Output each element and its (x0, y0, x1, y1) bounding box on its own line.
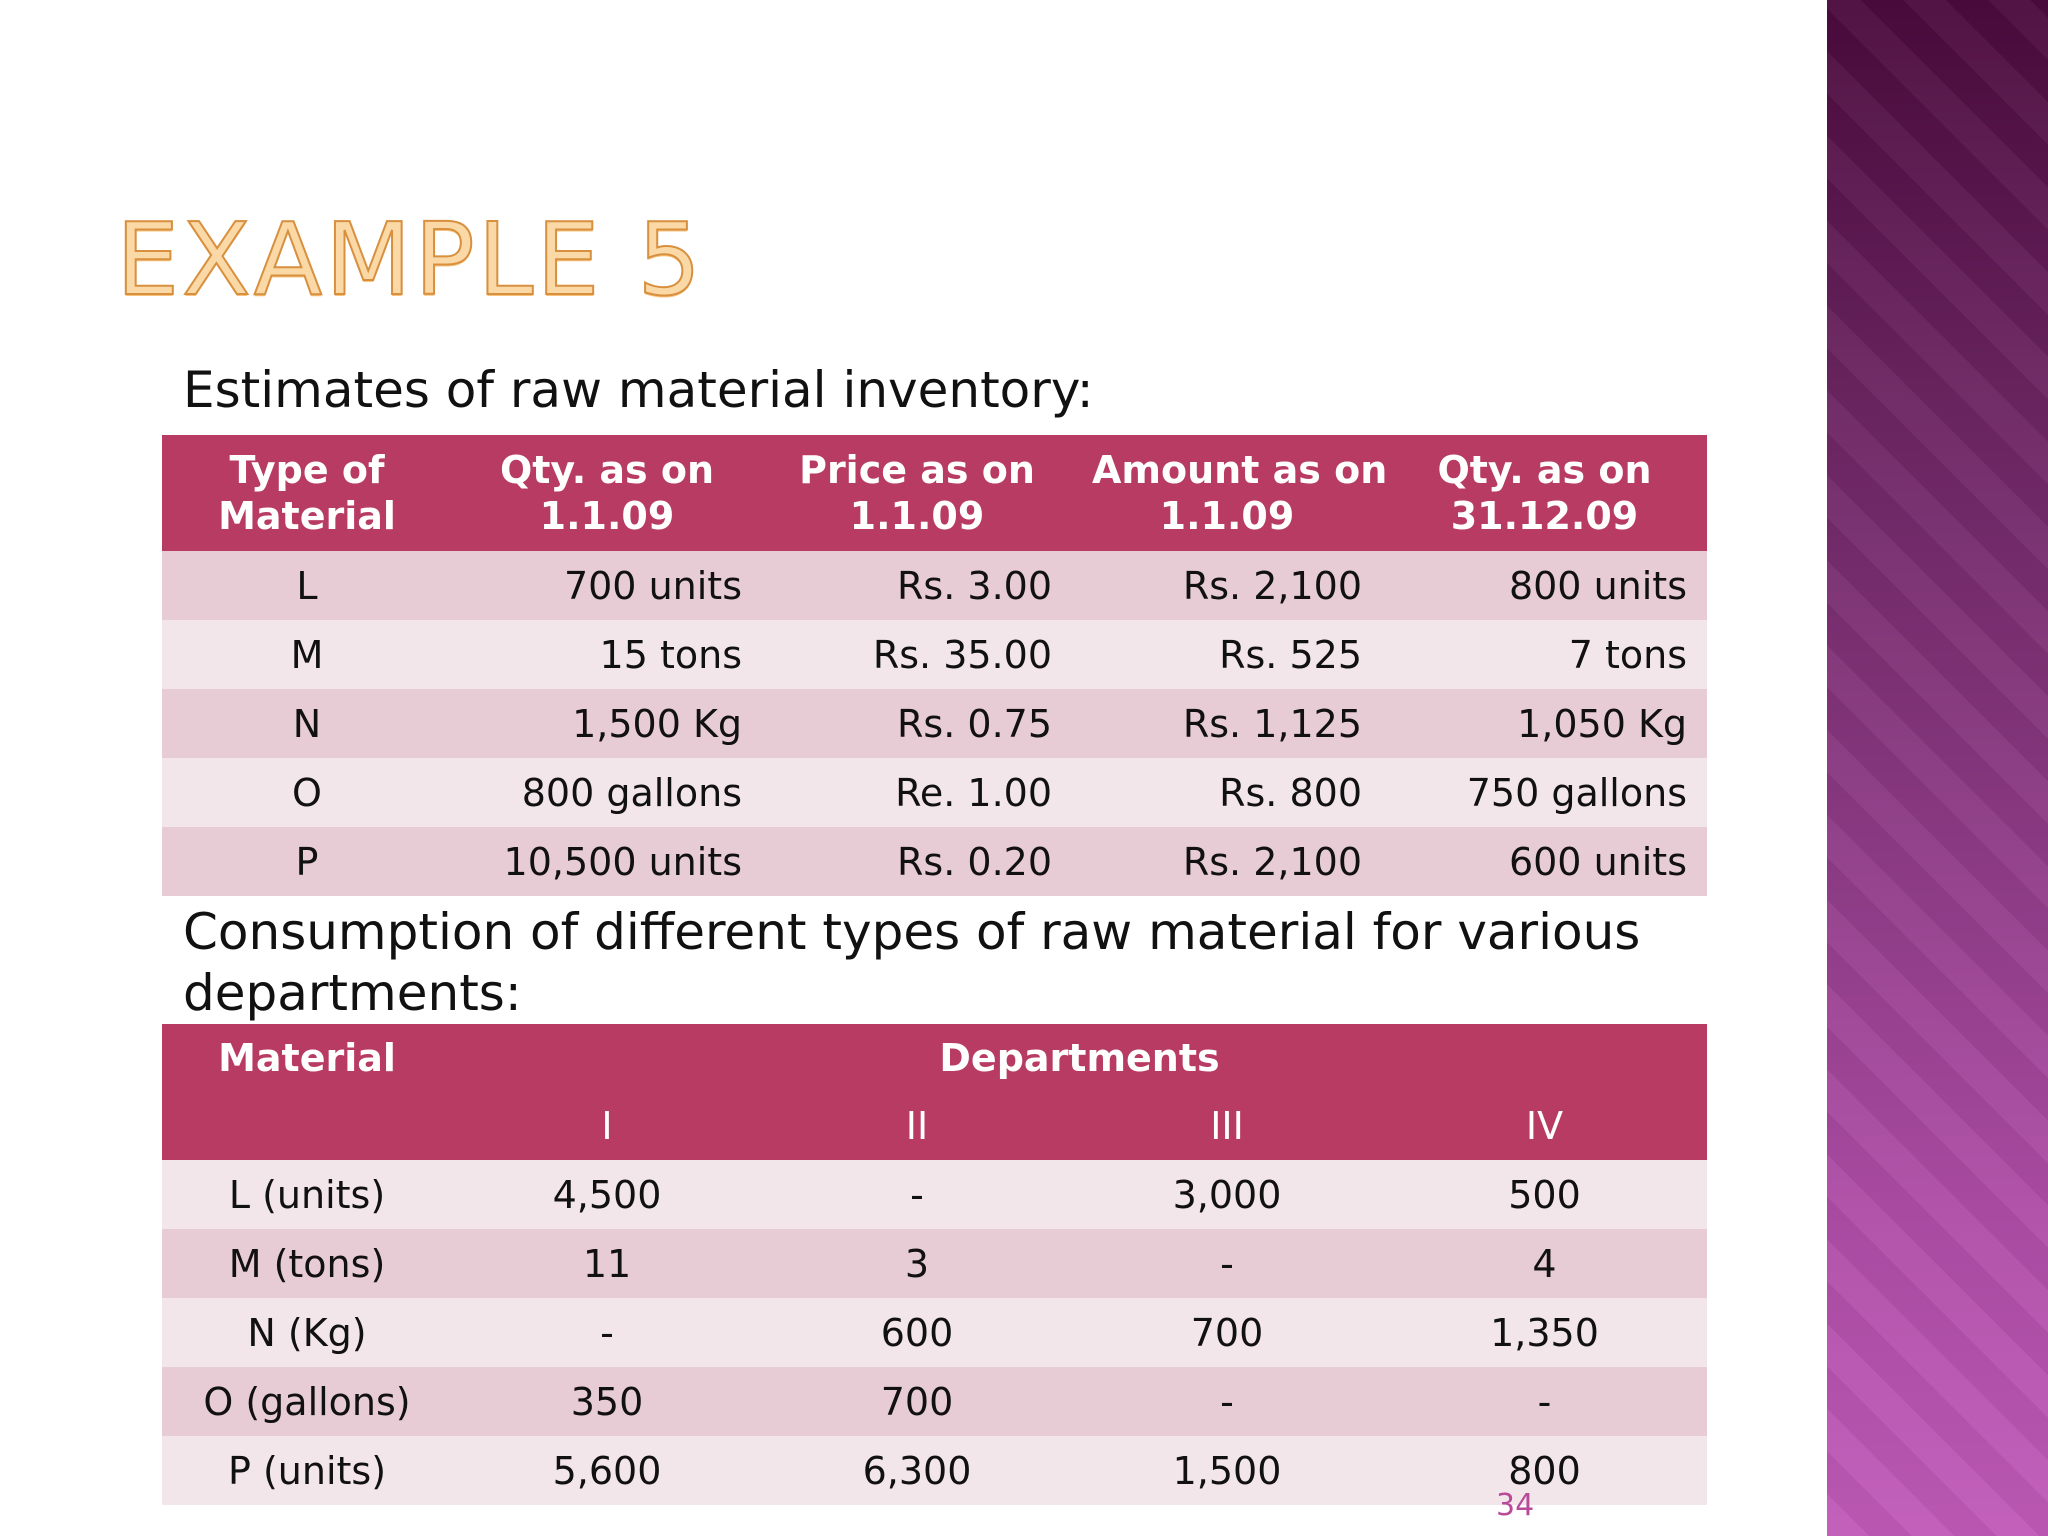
amount-cell: Rs. 2,100 (1072, 551, 1382, 620)
header-qty-closing: Qty. as on 31.12.09 (1382, 435, 1707, 551)
header-dept-2: II (762, 1092, 1072, 1160)
decorative-side-band (1827, 0, 2048, 1536)
qty-closing-cell: 750 gallons (1382, 758, 1707, 827)
department-subheader-row: I II III IV (162, 1092, 1708, 1160)
amount-cell: Rs. 1,125 (1072, 689, 1382, 758)
dept-2-cell: 3 (762, 1229, 1072, 1298)
dept-1-cell: 4,500 (452, 1160, 762, 1229)
dept-4-cell: 1,350 (1382, 1298, 1708, 1367)
price-cell: Rs. 0.20 (762, 827, 1072, 896)
material-cell: M (162, 620, 452, 689)
header-dept-1: I (452, 1092, 762, 1160)
qty-opening-cell: 15 tons (452, 620, 762, 689)
dept-1-cell: 11 (452, 1229, 762, 1298)
table-row: O (gallons) 350 700 - - (162, 1367, 1708, 1436)
dept-2-cell: 600 (762, 1298, 1072, 1367)
table-row: L 700 units Rs. 3.00 Rs. 2,100 800 units (162, 551, 1707, 620)
consumption-caption: Consumption of different types of raw ma… (183, 903, 1641, 1022)
price-cell: Rs. 0.75 (762, 689, 1072, 758)
slide-title: EXAMPLE 5 (115, 201, 704, 318)
dept-3-cell: 1,500 (1072, 1436, 1382, 1505)
price-cell: Re. 1.00 (762, 758, 1072, 827)
qty-opening-cell: 10,500 units (452, 827, 762, 896)
header-material: Material (162, 1024, 452, 1092)
dept-2-cell: - (762, 1160, 1072, 1229)
qty-opening-cell: 700 units (452, 551, 762, 620)
dept-4-cell: 500 (1382, 1160, 1708, 1229)
dept-1-cell: - (452, 1298, 762, 1367)
header-price-opening: Price as on 1.1.09 (762, 435, 1072, 551)
table-row: L (units) 4,500 - 3,000 500 (162, 1160, 1708, 1229)
header-dept-4: IV (1382, 1092, 1708, 1160)
header-blank (162, 1092, 452, 1160)
header-type-of-material: Type of Material (162, 435, 452, 551)
dept-2-cell: 700 (762, 1367, 1072, 1436)
material-cell: P (units) (162, 1436, 452, 1505)
inventory-header-row: Type of Material Qty. as on 1.1.09 Price a… (162, 435, 1707, 551)
material-cell: M (tons) (162, 1229, 452, 1298)
dept-3-cell: 3,000 (1072, 1160, 1382, 1229)
material-cell: N (162, 689, 452, 758)
qty-closing-cell: 800 units (1382, 551, 1707, 620)
price-cell: Rs. 35.00 (762, 620, 1072, 689)
dept-4-cell: 800 (1382, 1436, 1708, 1505)
price-cell: Rs. 3.00 (762, 551, 1072, 620)
table-row: P (units) 5,600 6,300 1,500 800 (162, 1436, 1708, 1505)
qty-closing-cell: 7 tons (1382, 620, 1707, 689)
header-dept-3: III (1072, 1092, 1382, 1160)
dept-3-cell: - (1072, 1367, 1382, 1436)
table-row: P 10,500 units Rs. 0.20 Rs. 2,100 600 un… (162, 827, 1707, 896)
amount-cell: Rs. 800 (1072, 758, 1382, 827)
header-departments: Departments (452, 1024, 1708, 1092)
inventory-table: Type of Material Qty. as on 1.1.09 Price a… (162, 435, 1707, 896)
header-amount-opening: Amount as on 1.1.09 (1072, 435, 1387, 551)
table-row: M 15 tons Rs. 35.00 Rs. 525 7 tons (162, 620, 1707, 689)
material-cell: O (gallons) (162, 1367, 452, 1436)
qty-opening-cell: 1,500 Kg (452, 689, 762, 758)
dept-1-cell: 5,600 (452, 1436, 762, 1505)
material-cell: N (Kg) (162, 1298, 452, 1367)
table-row: N (Kg) - 600 700 1,350 (162, 1298, 1708, 1367)
page-number: 34 (1496, 1488, 1535, 1523)
dept-2-cell: 6,300 (762, 1436, 1072, 1505)
amount-cell: Rs. 2,100 (1072, 827, 1382, 896)
material-cell: L (162, 551, 452, 620)
material-cell: O (162, 758, 452, 827)
table-row: M (tons) 11 3 - 4 (162, 1229, 1708, 1298)
inventory-caption: Estimates of raw material inventory: (183, 361, 1094, 419)
table-row: O 800 gallons Re. 1.00 Rs. 800 750 gallo… (162, 758, 1707, 827)
dept-1-cell: 350 (452, 1367, 762, 1436)
dept-4-cell: - (1382, 1367, 1708, 1436)
dept-3-cell: - (1072, 1229, 1382, 1298)
consumption-table: Material Departments I II III IV L (unit… (162, 1024, 1708, 1505)
material-cell: P (162, 827, 452, 896)
dept-4-cell: 4 (1382, 1229, 1708, 1298)
consumption-header-row: Material Departments (162, 1024, 1708, 1092)
qty-closing-cell: 600 units (1382, 827, 1707, 896)
material-cell: L (units) (162, 1160, 452, 1229)
qty-opening-cell: 800 gallons (452, 758, 762, 827)
dept-3-cell: 700 (1072, 1298, 1382, 1367)
header-qty-opening: Qty. as on 1.1.09 (452, 435, 762, 551)
qty-closing-cell: 1,050 Kg (1382, 689, 1707, 758)
table-row: N 1,500 Kg Rs. 0.75 Rs. 1,125 1,050 Kg (162, 689, 1707, 758)
amount-cell: Rs. 525 (1072, 620, 1382, 689)
